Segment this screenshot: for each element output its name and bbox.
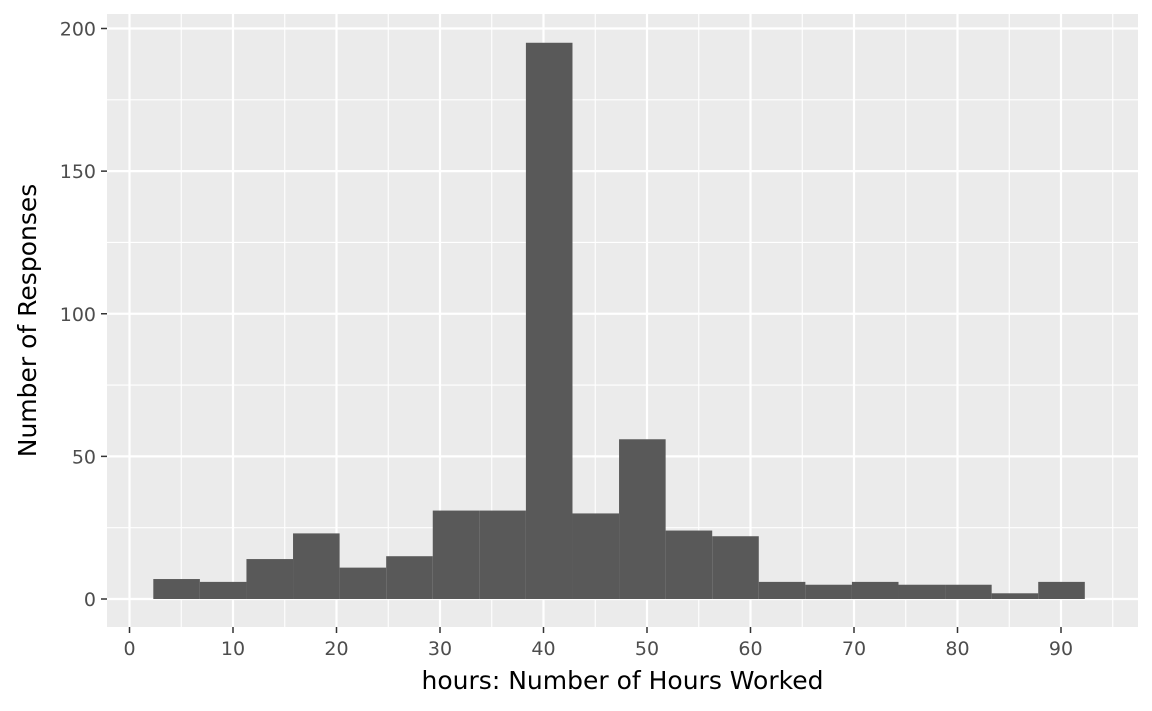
histogram-bar: [758, 581, 806, 599]
y-tick-label: 0: [84, 589, 96, 611]
x-tick-label: 50: [635, 638, 659, 660]
histogram-bar: [432, 510, 480, 599]
y-tick-label: 100: [60, 304, 96, 326]
histogram-bar: [153, 579, 200, 599]
x-tick-label: 20: [324, 638, 348, 660]
histogram-bar: [991, 593, 1039, 599]
histogram-bar: [199, 581, 247, 599]
histogram-bar: [479, 510, 526, 599]
y-axis-title: Number of Responses: [13, 184, 42, 458]
histogram-bar: [1038, 581, 1085, 599]
histogram-bar: [293, 533, 340, 599]
x-tick-label: 10: [221, 638, 245, 660]
histogram-bar: [619, 439, 666, 599]
histogram-bar: [246, 559, 294, 599]
histogram-bar: [525, 42, 573, 599]
x-axis: 0 10 20 30 40 50 60 70 80 90: [123, 627, 1073, 660]
x-axis-title: hours: Number of Hours Worked: [422, 666, 824, 695]
y-axis: 0 50 100 150 200: [60, 19, 107, 611]
histogram-bar: [572, 513, 620, 599]
y-tick-label: 50: [72, 446, 96, 468]
histogram-bar: [805, 584, 852, 599]
histogram-bar: [712, 536, 759, 599]
histogram-bar: [665, 530, 713, 599]
y-tick-label: 150: [60, 161, 96, 183]
histogram-bar: [945, 584, 992, 599]
y-tick-label: 200: [60, 19, 96, 41]
histogram-bar: [898, 584, 946, 599]
x-tick-label: 0: [123, 638, 135, 660]
x-tick-label: 40: [531, 638, 555, 660]
histogram-bar: [851, 581, 899, 599]
x-tick-label: 30: [428, 638, 452, 660]
x-tick-label: 90: [1049, 638, 1073, 660]
x-tick-label: 70: [842, 638, 866, 660]
x-tick-label: 80: [945, 638, 969, 660]
histogram-bars: [153, 42, 1085, 599]
x-tick-label: 60: [738, 638, 762, 660]
histogram-bar: [386, 556, 433, 599]
histogram-bar: [339, 567, 387, 599]
